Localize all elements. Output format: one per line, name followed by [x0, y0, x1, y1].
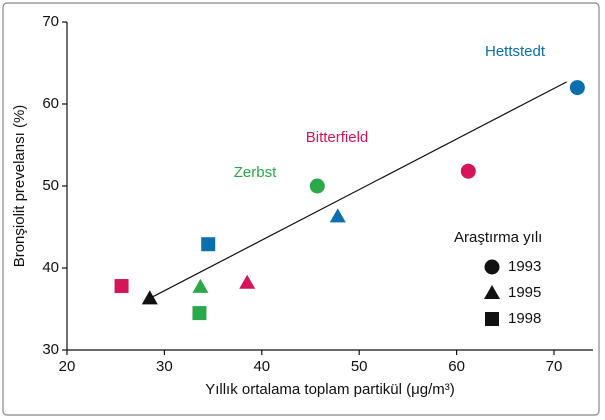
marker-triangle — [484, 285, 500, 299]
marker-circle — [309, 178, 325, 194]
y-axis-label: Bronşiolit prevelansı (%) — [11, 105, 28, 268]
annotation: Bitterfield — [306, 129, 369, 146]
legend-label: 1998 — [508, 310, 541, 327]
marker-triangle — [239, 274, 256, 289]
y-tick-label: 50 — [42, 177, 59, 194]
x-axis-label: Yıllık ortalama toplam partikül (μg/m³) — [205, 381, 455, 398]
x-tick-label: 60 — [448, 358, 465, 375]
y-tick-label: 60 — [42, 95, 59, 112]
marker-triangle — [192, 278, 209, 293]
x-tick-label: 30 — [156, 358, 173, 375]
x-tick-label: 40 — [253, 358, 270, 375]
marker-square — [114, 279, 129, 294]
marker-triangle — [329, 208, 346, 223]
marker-circle — [484, 259, 500, 275]
marker-square — [192, 306, 207, 321]
y-tick-label: 70 — [42, 13, 59, 30]
trend-line — [149, 81, 567, 299]
legend-title: Araştırma yılı — [454, 229, 542, 246]
y-tick-label: 40 — [42, 259, 59, 276]
legend-label: 1995 — [508, 284, 541, 301]
annotation: Hettstedt — [485, 43, 546, 60]
annotation: Zerbst — [234, 164, 277, 181]
marker-triangle — [141, 290, 158, 305]
marker-square — [485, 312, 499, 326]
legend-label: 1993 — [508, 258, 541, 275]
marker-circle — [460, 163, 476, 179]
x-tick-label: 20 — [59, 358, 76, 375]
y-tick-label: 30 — [42, 341, 59, 358]
x-tick-label: 70 — [546, 358, 563, 375]
marker-square — [201, 237, 216, 252]
x-tick-label: 50 — [351, 358, 368, 375]
frame — [2, 2, 600, 416]
marker-circle — [569, 80, 585, 96]
